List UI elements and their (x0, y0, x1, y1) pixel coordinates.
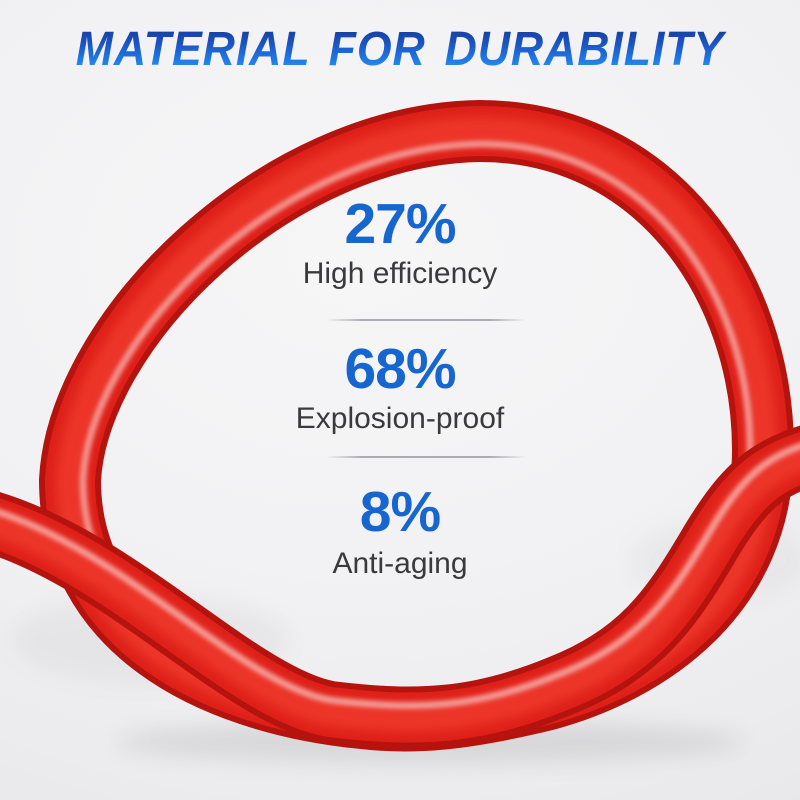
stat-value-high-efficiency: 27% (344, 192, 456, 256)
divider (326, 319, 526, 321)
stats-panel: 27% High efficiency 68% Explosion-proof … (190, 196, 610, 579)
stat-label-high-efficiency: High efficiency (302, 257, 498, 290)
tube-front-end (0, 425, 800, 749)
stat-label-anti-aging: Anti-aging (332, 547, 468, 580)
page-title: MATERIAL FOR DURABILITY (28, 23, 772, 77)
stat-value-explosion-proof: 68% (344, 337, 456, 401)
stat-label-explosion-proof: Explosion-proof (295, 402, 505, 435)
stat-value-anti-aging: 8% (359, 480, 441, 544)
divider (326, 456, 526, 458)
